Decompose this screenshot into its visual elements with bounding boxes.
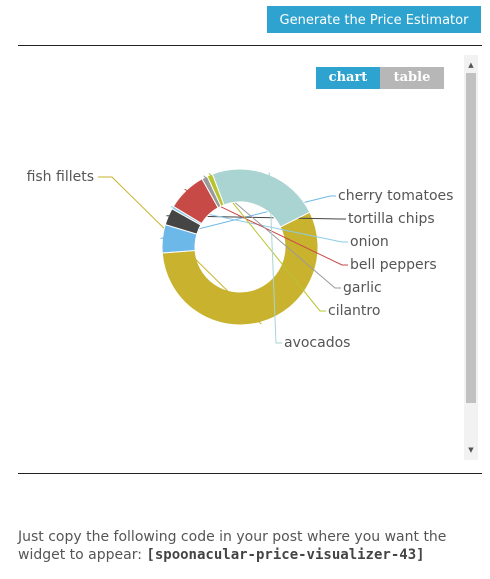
label-tortilla-chips: tortilla chips [348,211,435,227]
top-divider [18,45,482,46]
embed-shortcode: [spoonacular-price-visualizer-43] [146,547,425,563]
slice-fish-fillets[interactable] [161,211,319,326]
scroll-down-arrow-icon[interactable]: ▼ [468,446,474,454]
connector-fish-fillets [98,176,262,325]
label-onion: onion [350,234,389,250]
connector-onion [170,206,348,243]
connector-tortilla-chips [166,215,346,220]
widget-scrollbar[interactable]: ▲ ▼ [464,55,478,460]
connector-avocados [268,172,282,344]
price-visualizer-widget: fish fillets cherry tomatoes tortilla chip… [18,55,482,460]
scroll-up-arrow-icon[interactable]: ▲ [468,61,474,69]
connector-garlic [203,175,341,289]
view-toggle: chart table [316,67,444,89]
label-bell-peppers: bell peppers [350,257,437,273]
scroll-thumb[interactable] [466,73,476,403]
tab-chart[interactable]: chart [316,67,380,89]
connector-cilantro [208,172,326,312]
label-garlic: garlic [343,280,382,296]
embed-instruction-text: Just copy the following code in your pos… [18,529,447,563]
connector-cherry-tomatoes [160,195,336,239]
label-fish-fillets: fish fillets [27,169,94,185]
price-donut-chart: fish fillets cherry tomatoes tortilla chip… [27,168,453,351]
label-cherry-tomatoes: cherry tomatoes [338,188,453,204]
bottom-divider [18,473,482,474]
label-avocados: avocados [284,335,350,351]
tab-table[interactable]: table [380,67,444,89]
slice-avocados[interactable] [211,168,311,228]
connector-bell-peppers [184,188,348,266]
label-cilantro: cilantro [328,303,380,319]
embed-instructions: Just copy the following code in your pos… [18,528,488,564]
generate-price-estimator-button[interactable]: Generate the Price Estimator [267,6,481,33]
